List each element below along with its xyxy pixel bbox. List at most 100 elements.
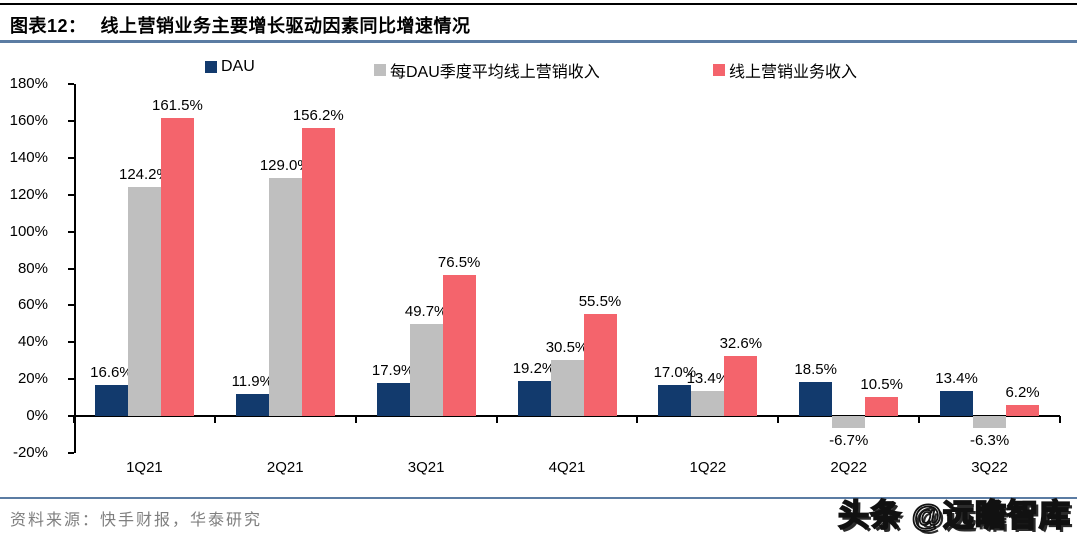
source-note: 资料来源：快手财报，华泰研究	[10, 512, 263, 529]
bar-线上营销业务收入	[301, 127, 335, 417]
bar-DAU	[799, 381, 833, 417]
legend-label-arpu: 每DAU季度平均线上营销收入	[390, 64, 600, 81]
bar-线上营销业务收入	[1006, 404, 1040, 417]
y-axis-tick	[68, 452, 74, 454]
value-label: 30.5%	[545, 338, 589, 356]
chart-title-row: 图表12： 线上营销业务主要增长驱动因素同比增速情况	[10, 12, 471, 38]
value-label: 13.4%	[935, 370, 978, 388]
x-axis-category-label: 3Q22	[971, 459, 1008, 476]
legend-item-revenue: 线上营销业务收入	[713, 58, 857, 82]
y-axis-tick	[68, 304, 74, 307]
chart-title: 线上营销业务主要增长驱动因素同比增速情况	[100, 16, 471, 36]
bar-DAU	[94, 385, 128, 417]
value-label: 6.2%	[1005, 383, 1040, 401]
x-axis-category-label: 3Q21	[407, 459, 445, 476]
bar-线上营销业务收入	[160, 118, 194, 417]
x-axis-tick	[495, 416, 498, 424]
chart-legend: DAU 每DAU季度平均线上营销收入 线上营销业务收入	[0, 58, 1077, 82]
legend-swatch-dau	[205, 61, 217, 73]
value-label: 49.7%	[404, 303, 448, 321]
x-axis-tick	[636, 416, 639, 424]
value-label: -6.3%	[969, 431, 1010, 449]
value-label: 156.2%	[292, 106, 344, 124]
bar-线上营销业务收入	[442, 274, 476, 417]
x-axis-category-label: 2Q21	[266, 459, 304, 476]
x-axis-tick	[354, 416, 357, 424]
y-axis-line	[74, 84, 76, 453]
value-label: 76.5%	[437, 253, 481, 271]
bar-每DAU季度平均线上营销收入	[409, 324, 443, 417]
value-label: 32.6%	[719, 334, 763, 352]
top-rule	[0, 3, 1077, 5]
bar-DAU	[235, 394, 269, 417]
y-axis-tick	[68, 341, 74, 344]
y-axis-label: 140%	[9, 148, 48, 166]
value-label: 124.2%	[118, 165, 170, 183]
value-label: 17.9%	[371, 362, 415, 380]
x-axis-line	[74, 415, 1060, 418]
y-axis-label: 100%	[9, 222, 48, 240]
bar-每DAU季度平均线上营销收入	[550, 359, 584, 417]
y-axis-label: 20%	[17, 370, 48, 388]
y-axis-tick	[68, 267, 74, 270]
legend-item-dau: DAU	[205, 58, 255, 76]
bar-线上营销业务收入	[583, 313, 617, 417]
legend-swatch-arpu	[374, 64, 386, 76]
y-axis-tick	[68, 193, 74, 196]
bar-DAU	[376, 383, 410, 417]
y-axis-tick	[68, 119, 74, 122]
y-axis-label: 40%	[17, 333, 48, 351]
value-label: 161.5%	[151, 97, 203, 115]
bar-每DAU季度平均线上营销收入	[973, 416, 1007, 428]
x-axis-category-label: 4Q21	[548, 459, 586, 476]
y-axis-label: 180%	[9, 75, 48, 92]
value-label: 19.2%	[512, 359, 556, 377]
y-axis-tick	[68, 415, 74, 418]
title-underline	[0, 40, 1077, 43]
y-axis-tick	[68, 83, 74, 85]
bar-线上营销业务收入	[724, 355, 758, 417]
y-axis-tick	[68, 230, 74, 233]
legend-swatch-revenue	[713, 64, 725, 76]
bar-每DAU季度平均线上营销收入	[268, 178, 302, 417]
legend-label-revenue: 线上营销业务收入	[729, 64, 858, 81]
y-axis-label: 160%	[9, 111, 48, 129]
value-label: 18.5%	[794, 360, 837, 378]
bar-每DAU季度平均线上营销收入	[832, 416, 866, 429]
bar-DAU	[658, 384, 692, 417]
bottom-rule	[0, 497, 1077, 499]
bar-每DAU季度平均线上营销收入	[691, 391, 725, 417]
bar-DAU	[940, 391, 974, 417]
value-label: 17.0%	[653, 363, 697, 381]
chart-number-label: 图表12：	[10, 16, 87, 36]
legend-item-arpu: 每DAU季度平均线上营销收入	[374, 58, 600, 82]
value-label: 10.5%	[860, 375, 903, 393]
x-axis-tick	[213, 416, 216, 424]
y-axis-label: 60%	[17, 296, 48, 314]
x-axis-category-label: 2Q22	[830, 459, 868, 476]
x-axis-category-label: 1Q22	[689, 459, 727, 476]
y-axis-tick	[68, 378, 74, 381]
x-axis-tick	[777, 416, 780, 424]
y-axis-tick	[68, 156, 74, 159]
bar-chart-plot-area: 180% 160% 140% 120% 100% 80% 60% 40% 20% 0% -20% 16…	[10, 75, 1061, 476]
x-axis-category-label: 1Q21	[126, 459, 163, 476]
bar-DAU	[517, 380, 551, 417]
x-axis-tick	[1059, 416, 1061, 424]
value-label: 13.4%	[686, 370, 730, 388]
bar-线上营销业务收入	[865, 396, 899, 417]
y-axis-label: 0%	[26, 407, 48, 425]
value-label: 11.9%	[231, 373, 273, 391]
value-label: -6.7%	[829, 432, 869, 450]
value-label: 55.5%	[578, 292, 622, 310]
watermark-text: 头条 @远瞻智库	[837, 497, 1071, 534]
bar-每DAU季度平均线上营销收入	[127, 186, 161, 417]
x-axis-tick	[73, 416, 75, 424]
value-label: 16.6%	[90, 364, 133, 382]
legend-label-dau: DAU	[221, 58, 255, 75]
y-axis-label: -20%	[12, 444, 48, 461]
y-axis-label: 120%	[9, 185, 48, 203]
x-axis-tick	[918, 416, 921, 424]
y-axis-label: 80%	[17, 259, 48, 277]
